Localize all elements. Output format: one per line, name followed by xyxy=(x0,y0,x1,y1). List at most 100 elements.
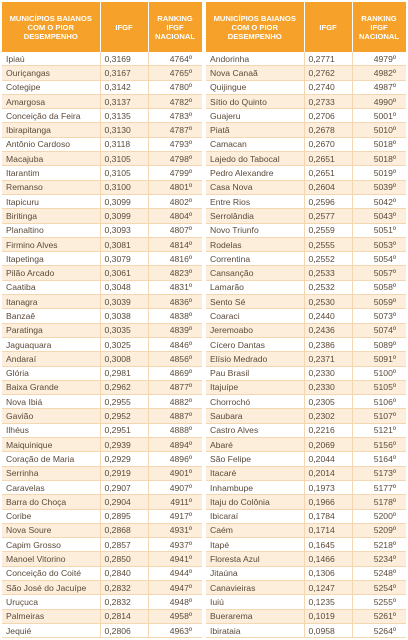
ranking: 5105º xyxy=(352,380,406,396)
ifgf-value: 0,2371 xyxy=(304,351,353,367)
municipality: Firmino Alves xyxy=(2,237,101,253)
ifgf-value: 0,1973 xyxy=(304,480,353,496)
municipality: São Felipe xyxy=(206,451,305,467)
ifgf-value: 0,3135 xyxy=(100,108,149,124)
ifgf-value: 0,3038 xyxy=(100,308,149,324)
ifgf-value: 0,2651 xyxy=(304,151,353,167)
table-row: Caém 0,1714 5209º xyxy=(206,523,406,539)
municipality: Nova Ibiá xyxy=(2,394,101,410)
municipality: Floresta Azul xyxy=(206,551,305,567)
municipality: Itapicuru xyxy=(2,194,101,210)
table-row: Itacaré 0,2014 5173º xyxy=(206,466,406,481)
municipality: Cotegipe xyxy=(2,80,101,95)
ifgf-value: 0,2216 xyxy=(304,423,353,439)
table-row: Palmeiras 0,2814 4958º xyxy=(2,609,202,624)
ifgf-value: 0,2951 xyxy=(100,423,149,439)
table-row: Conceição do Coité 0,2840 4944º xyxy=(2,566,202,581)
table-row: Firmino Alves 0,3081 4814º xyxy=(2,237,202,253)
ifgf-value: 0,2832 xyxy=(100,594,149,610)
ranking: 5019º xyxy=(352,165,406,181)
municipality: Conceição da Feira xyxy=(2,108,101,124)
table-row: Piatã 0,2678 5010º xyxy=(206,122,406,138)
ranking: 4944º xyxy=(148,566,202,581)
ranking: 5018º xyxy=(352,151,406,167)
column-header: RANKING IFGF NACIONAL xyxy=(352,2,407,52)
municipality: Caatiba xyxy=(2,280,101,296)
ranking: 5177º xyxy=(352,480,406,496)
ifgf-value: 0,2919 xyxy=(100,466,149,481)
table-row: Conceição da Feira 0,3135 4783º xyxy=(2,108,202,124)
table-row: Nova Canaã 0,2762 4982º xyxy=(206,65,406,81)
ifgf-value: 0,1645 xyxy=(304,537,353,553)
ranking: 4798º xyxy=(148,151,202,167)
ifgf-value: 0,1784 xyxy=(304,509,353,524)
ifgf-value: 0,3169 xyxy=(100,52,149,67)
ranking: 4765º xyxy=(148,65,202,81)
municipality: Saubara xyxy=(206,408,305,424)
table-row: Barra do Choça 0,2904 4911º xyxy=(2,494,202,510)
ranking: 5039º xyxy=(352,180,406,195)
column-header: MUNICÍPIOS BAIANOS COM O PIOR DESEMPENHO xyxy=(206,2,305,52)
table-row: Remanso 0,3100 4801º xyxy=(2,180,202,195)
ranking: 5058º xyxy=(352,280,406,296)
ifgf-value: 0,2814 xyxy=(100,609,149,624)
municipality: Entre Rios xyxy=(206,194,305,210)
municipality: Cansanção xyxy=(206,265,305,281)
ranking: 5173º xyxy=(352,466,406,481)
municipality: Ibirataia xyxy=(206,623,305,639)
ifgf-value: 0,3025 xyxy=(100,337,149,353)
ifgf-value: 0,2733 xyxy=(304,94,353,110)
table-row: Ilhéus 0,2951 4888º xyxy=(2,423,202,439)
ifgf-value: 0,3137 xyxy=(100,94,149,110)
ifgf-value: 0,2330 xyxy=(304,366,353,381)
ranking: 4911º xyxy=(148,494,202,510)
ranking: 5057º xyxy=(352,265,406,281)
ranking: 5178º xyxy=(352,494,406,510)
municipality: Nova Canaã xyxy=(206,65,305,81)
municipality: Sento Sé xyxy=(206,294,305,310)
municipality: São José do Jacuípe xyxy=(2,580,101,596)
table-row: Elísio Medrado 0,2371 5091º xyxy=(206,351,406,367)
table-row: Antônio Cardoso 0,3118 4793º xyxy=(2,137,202,153)
municipality: Piatã xyxy=(206,122,305,138)
ranking: 5200º xyxy=(352,509,406,524)
ifgf-value: 0,0958 xyxy=(304,623,353,639)
municipality: Remanso xyxy=(2,180,101,195)
ranking: 4894º xyxy=(148,437,202,453)
table-row: Itanagra 0,3039 4836º xyxy=(2,294,202,310)
municipality: Itarantim xyxy=(2,165,101,181)
ranking: 5254º xyxy=(352,580,406,596)
ranking: 5059º xyxy=(352,294,406,310)
table-row: Floresta Azul 0,1466 5234º xyxy=(206,551,406,567)
table-row: Itajuípe 0,2330 5105º xyxy=(206,380,406,396)
table-row: Canavieiras 0,1247 5254º xyxy=(206,580,406,596)
table-row: Iuiú 0,1235 5255º xyxy=(206,594,406,610)
ranking: 5043º xyxy=(352,208,406,224)
table-row: Itarantim 0,3105 4799º xyxy=(2,165,202,181)
table-row: Andaraí 0,3008 4856º xyxy=(2,351,202,367)
municipality: Coaraci xyxy=(206,308,305,324)
municipality: Jaguaquara xyxy=(2,337,101,353)
ranking: 5073º xyxy=(352,308,406,324)
ranking: 4838º xyxy=(148,308,202,324)
municipality: Guajeru xyxy=(206,108,305,124)
ifgf-value: 0,2302 xyxy=(304,408,353,424)
municipality: Canavieiras xyxy=(206,580,305,596)
ranking: 4901º xyxy=(148,466,202,481)
municipality: Nova Soure xyxy=(2,523,101,539)
table-row: Maiquinique 0,2939 4894º xyxy=(2,437,202,453)
ifgf-value: 0,3105 xyxy=(100,151,149,167)
municipality: Jeremoabo xyxy=(206,323,305,338)
municipality: Coribe xyxy=(2,509,101,524)
ifgf-value: 0,2706 xyxy=(304,108,353,124)
table-row: Saubara 0,2302 5107º xyxy=(206,408,406,424)
ranking: 5121º xyxy=(352,423,406,439)
ifgf-value: 0,2981 xyxy=(100,366,149,381)
table-row: Pedro Alexandre 0,2651 5019º xyxy=(206,165,406,181)
ranking: 5001º xyxy=(352,108,406,124)
municipality: Macajuba xyxy=(2,151,101,167)
table-row: Cícero Dantas 0,2386 5089º xyxy=(206,337,406,353)
ranking: 4958º xyxy=(148,609,202,624)
municipality: Castro Alves xyxy=(206,423,305,439)
ranking: 4836º xyxy=(148,294,202,310)
